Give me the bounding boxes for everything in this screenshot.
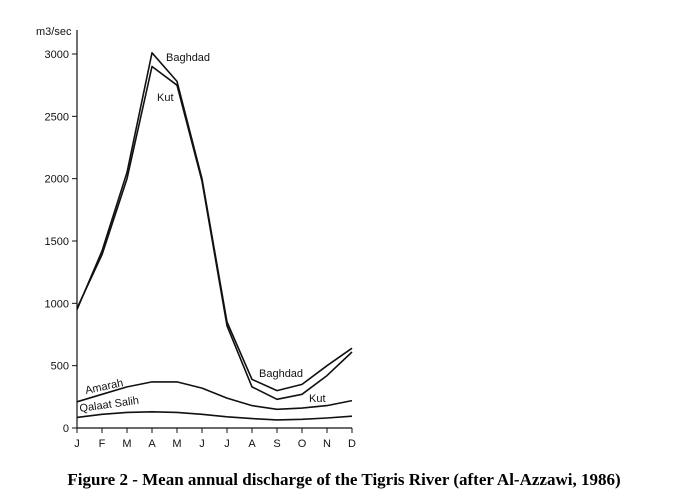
- x-tick-label: O: [298, 438, 307, 450]
- x-tick-label: M: [122, 438, 131, 450]
- y-tick-label: 1500: [45, 236, 69, 248]
- y-tick-label: 2000: [45, 174, 69, 186]
- series-line-amarah: [76, 381, 353, 411]
- y-axis-unit-label: m3/sec: [36, 26, 72, 38]
- x-tick-label: D: [348, 438, 356, 450]
- x-tick-label: A: [248, 438, 256, 450]
- x-tick-label: N: [323, 438, 331, 450]
- x-tick-label: J: [74, 438, 80, 450]
- x-tick-label: S: [273, 438, 280, 450]
- series-lines: [76, 51, 353, 421]
- discharge-chart: m3/sec 0 500 1000 1500 2000 2500 3000 J F M A M J J A…: [36, 26, 356, 450]
- series-line-kut: [76, 65, 353, 401]
- annotation-baghdad-low: Baghdad: [259, 368, 303, 380]
- x-tick-label: M: [172, 438, 181, 450]
- series-line-qalaat-salih: [76, 410, 353, 421]
- y-tick-label: 0: [63, 423, 69, 435]
- annotation-kut-low: Kut: [309, 393, 326, 405]
- annotation-baghdad-peak: Baghdad: [166, 52, 210, 64]
- y-tick-label: 1000: [45, 298, 69, 310]
- y-tick-label: 500: [51, 361, 69, 373]
- series-line-baghdad: [76, 51, 353, 392]
- annotation-kut-peak: Kut: [157, 92, 174, 104]
- x-tick-label: F: [99, 438, 106, 450]
- x-tick-label: A: [148, 438, 156, 450]
- y-axis-ticks: 0 500 1000 1500 2000 2500 3000: [45, 49, 77, 435]
- y-tick-label: 2500: [45, 111, 69, 123]
- x-tick-label: J: [224, 438, 230, 450]
- x-tick-label: J: [199, 438, 205, 450]
- y-tick-label: 3000: [45, 49, 69, 61]
- figure-caption: Figure 2 - Mean annual discharge of the …: [67, 470, 621, 489]
